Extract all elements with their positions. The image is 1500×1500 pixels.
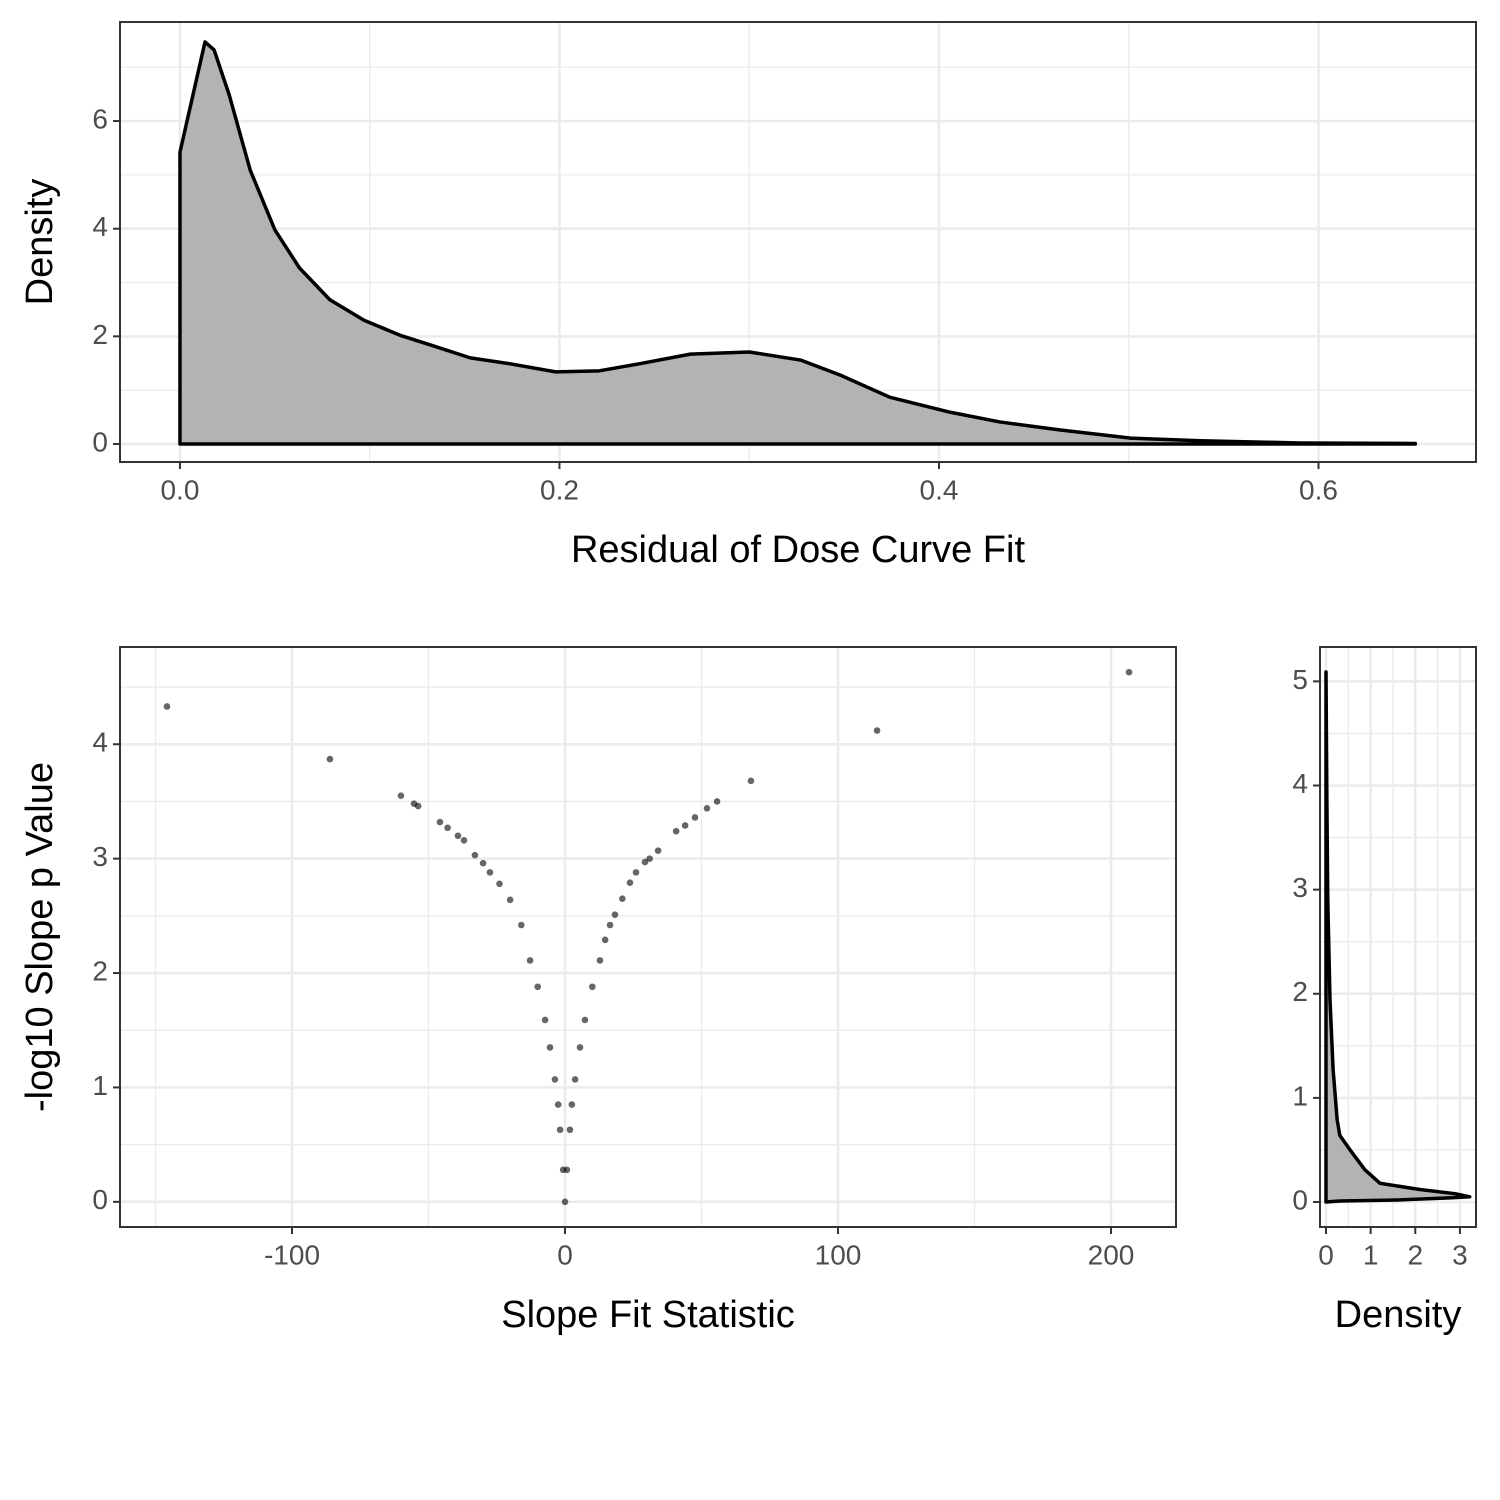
- point: [460, 837, 468, 844]
- point: [581, 1016, 589, 1024]
- y-tick-label: 2: [92, 955, 108, 986]
- y-tick-label: 4: [92, 727, 108, 758]
- density-area: [1324, 670, 1472, 1204]
- x-tick-label: -100: [264, 1239, 320, 1270]
- point: [518, 921, 525, 929]
- point: [568, 1101, 576, 1108]
- y-tick-label: 4: [1292, 768, 1308, 799]
- point: [561, 1198, 569, 1206]
- panel-border: [119, 21, 1477, 463]
- point: [606, 921, 614, 929]
- point: [479, 859, 487, 867]
- x-tick-label: 0.6: [1299, 474, 1338, 505]
- y-tick-label: 0: [1292, 1184, 1308, 1215]
- x-axis-title: Density: [1335, 1294, 1462, 1336]
- point: [546, 1044, 554, 1051]
- y-tick-label: 0: [92, 426, 108, 457]
- point: [601, 936, 609, 944]
- point: [496, 880, 503, 888]
- y-axis-title: -log10 Slope p Value: [19, 762, 61, 1112]
- point: [534, 983, 542, 991]
- x-tick-label: 0: [557, 1239, 573, 1270]
- point: [596, 957, 604, 964]
- x-tick-label: 2: [1407, 1239, 1423, 1270]
- panel-background: [1320, 647, 1476, 1227]
- point: [619, 895, 626, 902]
- point: [486, 869, 494, 876]
- point: [611, 911, 619, 918]
- point: [873, 727, 881, 734]
- y-tick-label: 3: [1292, 872, 1308, 903]
- point: [691, 814, 699, 821]
- point: [541, 1016, 549, 1024]
- point: [436, 818, 444, 826]
- point: [551, 1076, 559, 1083]
- point: [576, 1044, 584, 1051]
- x-tick-label: 0: [1318, 1239, 1334, 1270]
- x-tick-label: 0.2: [540, 474, 579, 505]
- x-tick-label: 0.0: [160, 474, 199, 505]
- point: [571, 1076, 579, 1083]
- point: [444, 824, 451, 832]
- y-tick-label: 0: [92, 1184, 108, 1215]
- y-tick-label: 5: [1292, 664, 1308, 695]
- point: [471, 851, 479, 859]
- x-tick-label: 200: [1088, 1239, 1135, 1270]
- point: [556, 1126, 564, 1134]
- x-tick-label: 0.4: [920, 474, 959, 505]
- y-tick-label: 2: [1292, 976, 1308, 1007]
- point: [563, 1166, 571, 1174]
- point: [681, 822, 689, 829]
- y-tick-label: 1: [92, 1070, 108, 1101]
- point: [163, 703, 171, 710]
- point: [566, 1126, 574, 1134]
- point: [397, 792, 405, 800]
- panel-border: [1319, 646, 1477, 1228]
- point: [526, 957, 534, 964]
- x-tick-label: 3: [1452, 1239, 1468, 1270]
- point: [646, 855, 653, 862]
- x-axis-title: Slope Fit Statistic: [501, 1294, 795, 1336]
- point: [589, 983, 596, 991]
- y-tick-label: 3: [92, 841, 108, 872]
- y-tick-label: 1: [1292, 1080, 1308, 1111]
- point: [414, 802, 422, 810]
- point: [654, 847, 662, 854]
- y-tick-label: 2: [92, 319, 108, 350]
- y-tick-label: 6: [92, 103, 108, 134]
- point: [326, 755, 334, 763]
- point: [626, 879, 634, 886]
- y-axis-title: Density: [19, 179, 61, 306]
- y-tick-label: 4: [92, 211, 108, 242]
- point: [747, 777, 755, 785]
- point: [713, 798, 721, 805]
- density-area: [178, 40, 1418, 446]
- point: [632, 869, 640, 876]
- x-tick-label: 1: [1363, 1239, 1379, 1270]
- point: [1125, 668, 1133, 676]
- panel-border: [119, 646, 1177, 1228]
- x-tick-label: 100: [815, 1239, 862, 1270]
- point: [672, 827, 680, 835]
- point: [641, 858, 649, 866]
- panel-background: [120, 647, 1176, 1227]
- point: [454, 832, 462, 840]
- point: [506, 896, 514, 904]
- x-axis-title: Residual of Dose Curve Fit: [571, 529, 1026, 571]
- point: [554, 1101, 562, 1108]
- point: [703, 805, 711, 812]
